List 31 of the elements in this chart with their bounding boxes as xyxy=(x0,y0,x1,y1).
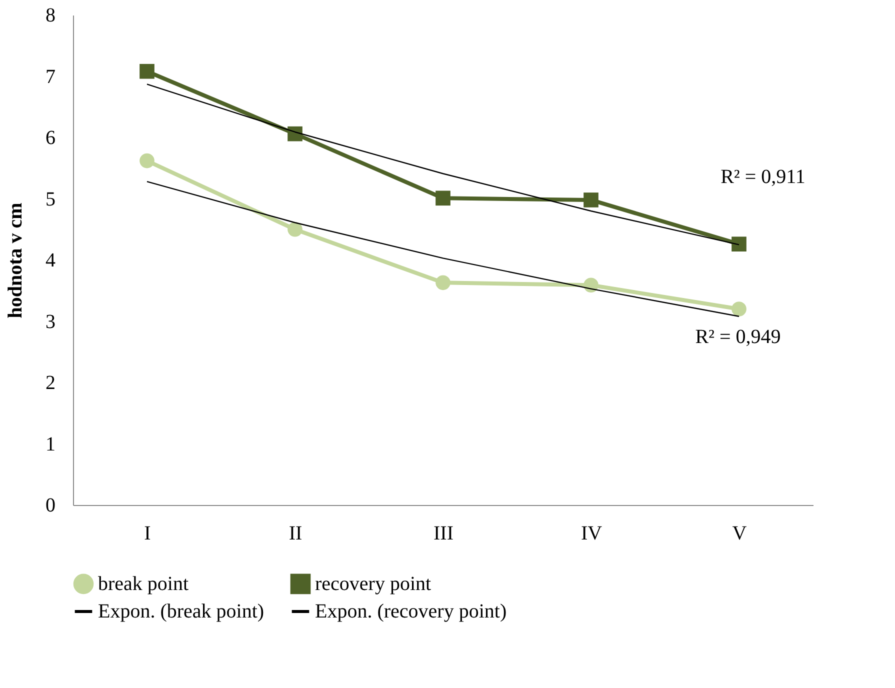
point xyxy=(288,222,302,237)
annotation: R² = 0,949 xyxy=(695,326,781,348)
legend-label: Expon. (break point) xyxy=(98,600,264,622)
y-axis-title: hodnota v cm xyxy=(4,202,26,318)
x-tick-label: II xyxy=(288,522,302,544)
legend-label: Expon. (recovery point) xyxy=(315,600,507,622)
legend-label: recovery point xyxy=(315,572,432,595)
y-tick-label: 8 xyxy=(46,4,56,26)
x-tick-label: IV xyxy=(580,522,603,544)
point xyxy=(436,190,450,206)
point xyxy=(584,192,598,208)
y-tick-label: 4 xyxy=(46,250,56,272)
point xyxy=(288,126,302,142)
point xyxy=(584,278,598,293)
point xyxy=(436,275,450,290)
x-tick-label: III xyxy=(434,522,454,544)
annotation: R² = 0,911 xyxy=(720,166,806,188)
x-tick-label: I xyxy=(144,522,151,544)
y-tick-label: 3 xyxy=(46,310,56,333)
y-tick-label: 1 xyxy=(46,433,56,456)
y-tick-label: 6 xyxy=(46,127,56,149)
point xyxy=(732,302,746,316)
y-tick-label: 0 xyxy=(46,494,56,516)
x-tick-label: V xyxy=(732,522,748,544)
point xyxy=(140,64,154,79)
legend-label: break point xyxy=(98,572,189,595)
point xyxy=(140,153,154,168)
y-tick-label: 7 xyxy=(46,66,56,88)
y-tick-label: 2 xyxy=(46,372,56,394)
y-tick-label: 5 xyxy=(46,188,56,210)
point xyxy=(732,236,746,252)
